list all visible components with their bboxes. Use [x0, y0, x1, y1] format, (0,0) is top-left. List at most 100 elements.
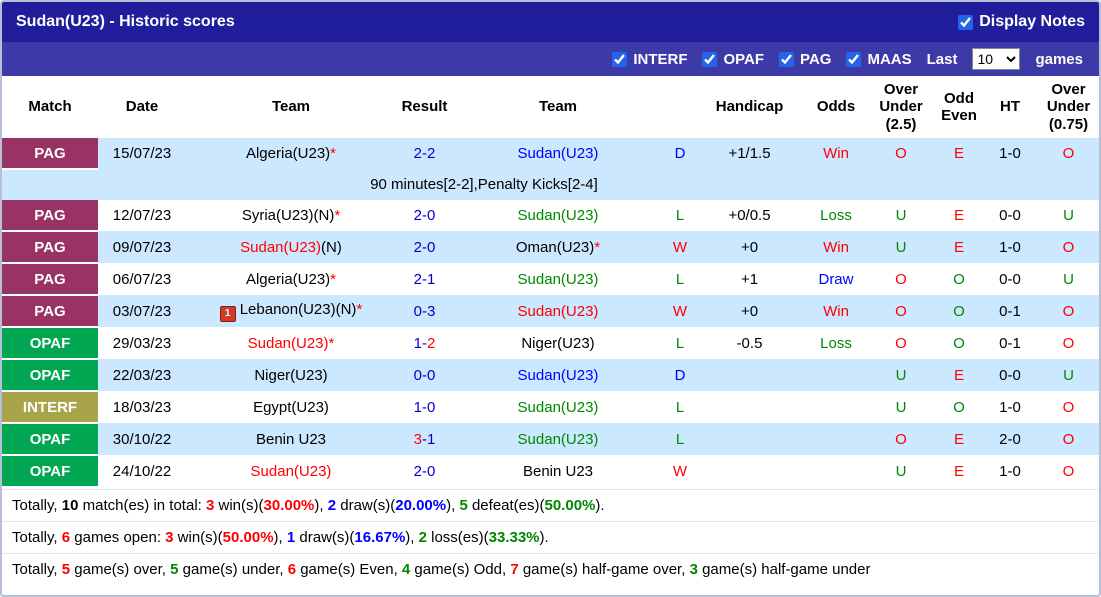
over-under-2.5-cell: U — [895, 398, 907, 416]
col-header-team: Team — [186, 76, 396, 138]
away-team-cell[interactable]: Niger(U23) — [453, 327, 663, 359]
summary-segment: loss(es)( — [426, 529, 489, 546]
away-team-cell[interactable]: Benin U23 — [453, 455, 663, 487]
col-header-match: Match — [2, 76, 98, 138]
over-under-0.75-cell: O — [1062, 462, 1075, 480]
away-team-cell[interactable]: Sudan(U23) — [453, 138, 663, 169]
odd-even-cell: E — [932, 138, 986, 169]
text-segment: Sudan(U23) — [517, 145, 599, 162]
home-team-cell[interactable]: 1 Lebanon(U23)(N)* — [186, 295, 396, 327]
away-team-cell[interactable]: Sudan(U23) — [453, 295, 663, 327]
summary-segment: 6 — [61, 529, 71, 546]
text-segment: Algeria(U23) — [245, 270, 331, 288]
away-team-cell[interactable]: Sudan(U23) — [453, 263, 663, 295]
match-row: PAG 15/07/23 Algeria(U23)* 2-2 Sudan(U23) D +1… — [2, 138, 1099, 170]
competition-filter-interf[interactable]: INTERF — [612, 51, 687, 68]
odds-result-cell: Draw — [818, 270, 854, 288]
home-team-cell[interactable]: Sudan(U23) — [186, 455, 396, 487]
match-row: OPAF 30/10/22 Benin U23 3-1 Sudan(U23) L O E 2-0… — [2, 423, 1099, 456]
competition-badge: INTERF — [2, 391, 98, 424]
handicap-cell — [697, 391, 802, 423]
home-team-cell[interactable]: Benin U23 — [186, 423, 396, 455]
over-under-2.5-cell: U — [895, 462, 907, 480]
col-header-odd-even: Odd Even — [932, 76, 986, 138]
home-team-cell[interactable]: Syria(U23)(N)* — [186, 200, 396, 231]
away-team-cell[interactable]: Oman(U23)* — [453, 231, 663, 263]
competition-badge: PAG — [2, 231, 98, 264]
col-header-date: Date — [98, 76, 186, 138]
col-header-over-under-0.75: Over Under (0.75) — [1034, 76, 1099, 138]
away-team-cell[interactable]: Sudan(U23) — [453, 200, 663, 231]
text-segment: Benin U23 — [255, 430, 327, 448]
competition-label: OPAF — [723, 50, 765, 68]
text-segment: Sudan(U23) — [517, 302, 599, 320]
handicap-cell — [697, 423, 802, 455]
away-team-cell[interactable]: Sudan(U23) — [453, 391, 663, 423]
summary-segment: ), — [446, 497, 460, 514]
handicap-cell: +1 — [740, 270, 759, 288]
result-letter-cell: L — [675, 207, 685, 224]
odds-result-cell: Loss — [820, 334, 852, 352]
summary-segment: game(s) half-game under — [697, 561, 871, 578]
competition-badge: OPAF — [2, 423, 98, 456]
match-row: OPAF 29/03/23 Sudan(U23)* 1-2 Niger(U23) L -0.… — [2, 327, 1099, 360]
score-cell: 2-0 — [396, 455, 453, 487]
display-notes-toggle[interactable]: Display Notes — [958, 13, 1085, 31]
text-segment: * — [356, 300, 363, 318]
summary-segment: defeat(es)( — [467, 497, 545, 514]
text-segment: Sudan(U23) — [517, 430, 599, 448]
games-count-select[interactable]: 10 — [972, 48, 1021, 70]
match-note-row: 90 minutes[2-2],Penalty Kicks[2-4] — [2, 169, 1099, 200]
home-team-cell[interactable]: Niger(U23) — [186, 359, 396, 391]
handicap-cell: -0.5 — [736, 334, 763, 352]
score-cell: 2-0 — [396, 231, 453, 263]
summary-segment: game(s) half-game over, — [518, 561, 690, 578]
result-letter-cell: D — [663, 138, 697, 169]
home-team-cell[interactable]: Egypt(U23) — [186, 391, 396, 423]
competition-badge: PAG — [2, 295, 98, 328]
summary-segment: 50.00% — [544, 497, 596, 514]
competition-label: PAG — [800, 50, 832, 68]
competition-badge: OPAF — [2, 455, 98, 488]
away-team-cell[interactable]: Sudan(U23) — [453, 359, 663, 391]
match-row: PAG 09/07/23 Sudan(U23)(N) 2-0 Oman(U23)* W +0… — [2, 231, 1099, 264]
home-team-cell[interactable]: Algeria(U23)* — [186, 263, 396, 295]
competition-badge: OPAF — [2, 359, 98, 392]
home-team-cell[interactable]: Sudan(U23)* — [186, 327, 396, 359]
over-under-0.75-cell: O — [1034, 295, 1099, 327]
home-team-cell[interactable]: Algeria(U23)* — [186, 138, 396, 169]
result-letter-cell: W — [663, 231, 697, 263]
competition-checkbox-interf[interactable] — [612, 51, 628, 67]
away-team-cell[interactable]: Sudan(U23) — [453, 423, 663, 455]
competition-filter-pag[interactable]: PAG — [779, 51, 831, 68]
half-time-score-cell: 0-0 — [999, 207, 1021, 224]
competition-filter-opaf[interactable]: OPAF — [702, 51, 764, 68]
odd-even-cell: E — [932, 231, 986, 263]
summary-segment: 6 — [287, 561, 297, 578]
over-under-2.5-cell: U — [870, 231, 932, 263]
text-segment: (N) — [321, 238, 342, 256]
half-time-score-cell: 0-1 — [999, 334, 1021, 352]
text-segment: 2-0 — [413, 238, 436, 256]
summary-segment: Totally, — [12, 529, 62, 546]
red-card-icon: 1 — [219, 305, 236, 322]
summary-line-3: Totally, 5 game(s) over, 5 game(s) under… — [2, 553, 1099, 585]
summary-segment: Totally, — [12, 497, 62, 514]
date-cell: 18/03/23 — [112, 398, 172, 416]
competition-checkbox-pag[interactable] — [779, 51, 795, 67]
over-under-0.75-cell: O — [1034, 138, 1099, 169]
odd-even-cell: O — [953, 334, 965, 352]
half-time-score-cell: 0-0 — [999, 270, 1021, 288]
home-team-cell[interactable]: Sudan(U23)(N) — [186, 231, 396, 263]
competition-filter-maas[interactable]: MAAS — [846, 51, 912, 68]
text-segment: Egypt(U23) — [253, 398, 329, 416]
display-notes-checkbox[interactable] — [958, 14, 974, 30]
page-title: Sudan(U23) - Historic scores — [16, 13, 235, 30]
text-segment: 0-3 — [413, 302, 436, 320]
odds-result-cell — [802, 391, 870, 423]
odd-even-cell: O — [953, 270, 965, 288]
competition-checkbox-opaf[interactable] — [702, 51, 718, 67]
summary-segment: ), — [314, 497, 328, 514]
competition-checkbox-maas[interactable] — [846, 51, 862, 67]
